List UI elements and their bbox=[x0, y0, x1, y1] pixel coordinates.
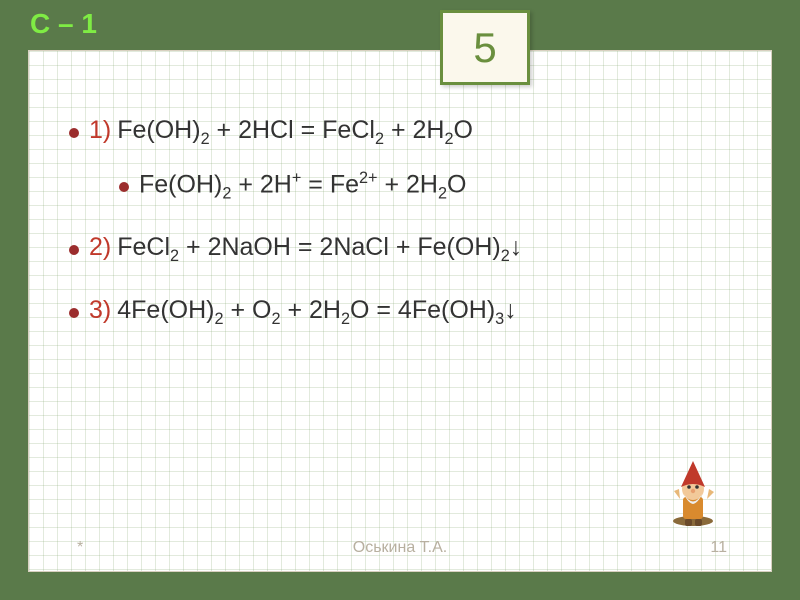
equation-text: FeCl2 + 2NaOH = 2NaCl + Fe(OH)2↓ bbox=[117, 233, 522, 266]
equation-list: 1) Fe(OH)2 + 2HCl = FeCl2 + 2H2O Fe(OH)2… bbox=[69, 116, 741, 349]
content-panel: 1) Fe(OH)2 + 2HCl = FeCl2 + 2H2O Fe(OH)2… bbox=[28, 50, 772, 572]
equation-text: Fe(OH)2 + 2H+ = Fe2+ + 2H2O bbox=[139, 169, 466, 203]
score-badge: 5 bbox=[440, 10, 530, 85]
score-value: 5 bbox=[473, 24, 496, 72]
equation-1-ionic: Fe(OH)2 + 2H+ = Fe2+ + 2H2O bbox=[119, 169, 741, 203]
footer-date: * bbox=[77, 539, 83, 557]
bullet-icon bbox=[69, 308, 79, 318]
equation-number: 1) bbox=[89, 116, 111, 145]
equation-number: 2) bbox=[89, 233, 111, 262]
equation-number: 3) bbox=[89, 296, 111, 325]
equation-3: 3) 4Fe(OH)2 + O2 + 2H2O = 4Fe(OH)3↓ bbox=[69, 296, 741, 329]
footer-page: 11 bbox=[710, 539, 727, 557]
slide-title: С – 1 bbox=[30, 8, 97, 40]
dwarf-icon bbox=[666, 459, 721, 529]
equation-1: 1) Fe(OH)2 + 2HCl = FeCl2 + 2H2O bbox=[69, 116, 741, 149]
bullet-icon bbox=[119, 182, 129, 192]
bullet-icon bbox=[69, 245, 79, 255]
equation-text: Fe(OH)2 + 2HCl = FeCl2 + 2H2O bbox=[117, 116, 473, 149]
equation-text: 4Fe(OH)2 + O2 + 2H2O = 4Fe(OH)3↓ bbox=[117, 296, 516, 329]
bullet-icon bbox=[69, 128, 79, 138]
footer-author: Оськина Т.А. bbox=[353, 539, 447, 557]
equation-2: 2) FeCl2 + 2NaOH = 2NaCl + Fe(OH)2↓ bbox=[69, 233, 741, 266]
